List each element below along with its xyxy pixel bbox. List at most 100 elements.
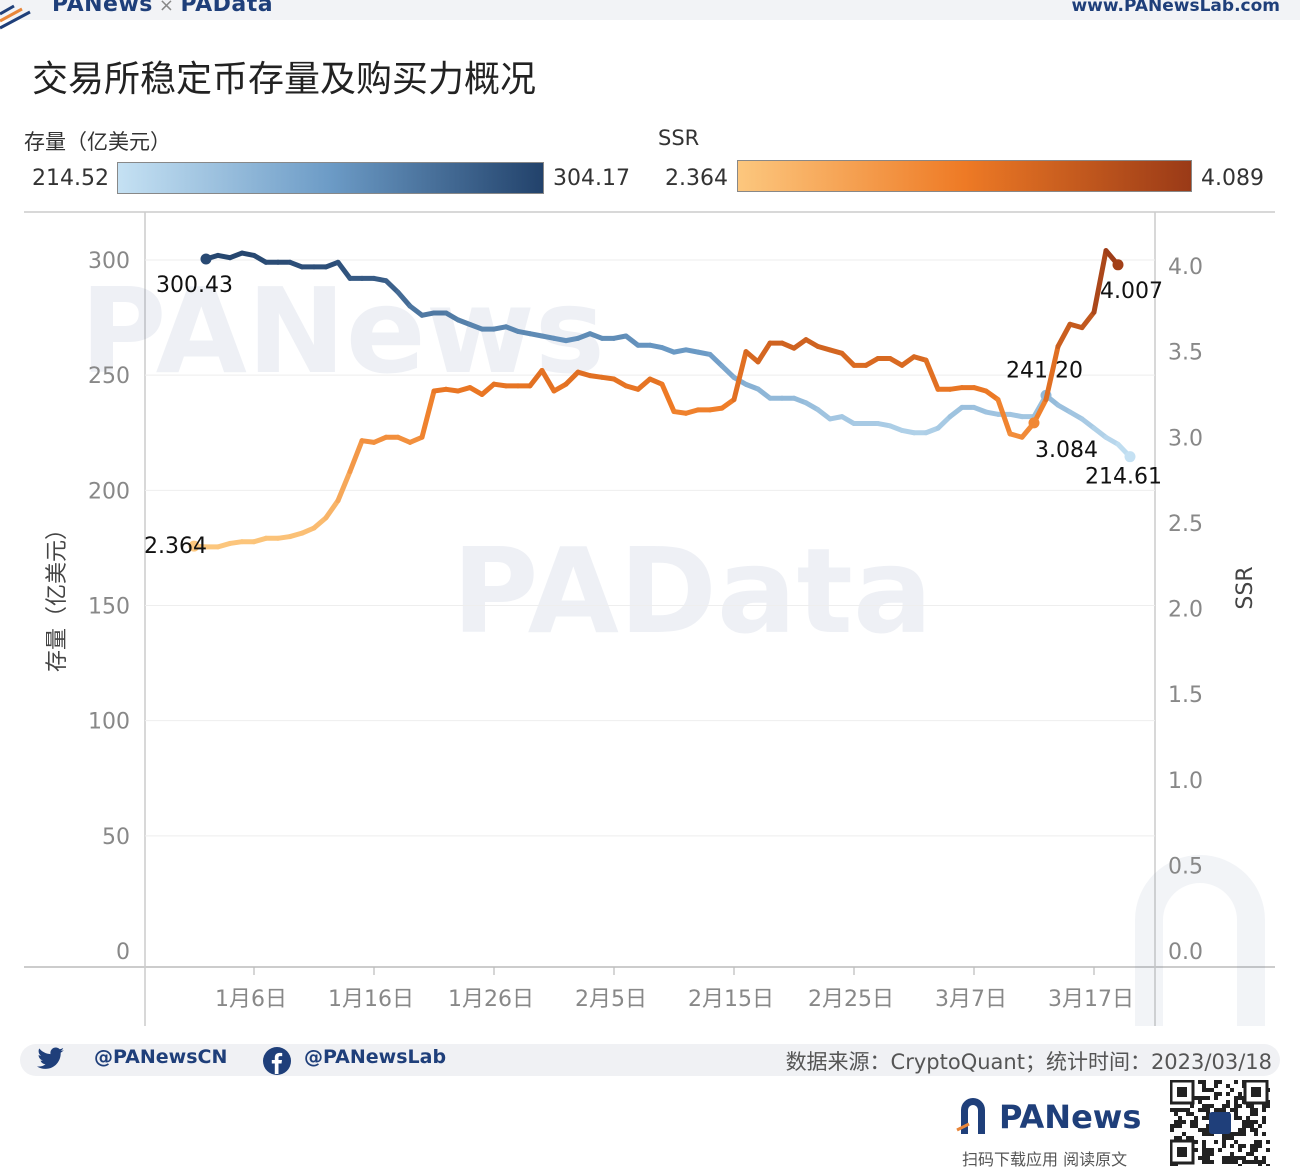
x-tick-label: 1月16日 <box>328 987 414 1012</box>
ssr-line-segment <box>419 388 437 440</box>
legend-ssr-title: SSR <box>658 126 700 150</box>
ssr-line-segment <box>347 438 365 474</box>
stock-line-segment <box>623 333 641 348</box>
x-tick-label: 1月6日 <box>215 987 287 1012</box>
ssr-line-segment <box>923 357 941 392</box>
x-tick-label: 2月5日 <box>575 987 647 1012</box>
ssr-line-segment <box>323 498 341 521</box>
footer-band <box>20 1044 1280 1076</box>
brand-padata: PAData <box>180 0 274 17</box>
ssr-line-segment <box>995 397 1013 437</box>
brand-header: PANews × PAData <box>52 0 273 17</box>
ssr-line-segment <box>839 350 857 368</box>
ssr-line-segment <box>731 349 749 403</box>
ssr-line-segment <box>335 469 353 504</box>
ssr-annotation-dot <box>1112 259 1124 271</box>
twitter-handle[interactable]: @PANewsCN <box>94 1046 228 1068</box>
top-banner <box>0 0 1300 20</box>
y-left-tick-label: 300 <box>88 249 130 274</box>
y-right-tick-label: 1.0 <box>1168 769 1203 794</box>
legend-ssr-max: 4.089 <box>1201 166 1264 191</box>
y-right-tick-label: 1.5 <box>1168 683 1203 708</box>
stock-line-segment <box>335 259 353 281</box>
stock-annotation-label: 300.43 <box>156 273 233 298</box>
ssr-line-segment <box>539 367 557 394</box>
logo-subtitle: 扫码下载应用 阅读原文 <box>962 1150 1128 1169</box>
legend-stock-gradient <box>117 162 544 194</box>
y-right-tick-label: 3.5 <box>1168 341 1203 366</box>
x-tick-label: 3月17日 <box>1048 987 1134 1012</box>
y-left-tick-label: 100 <box>88 710 130 735</box>
stock-line-segment <box>407 303 425 318</box>
ssr-annotation-label: 4.007 <box>1100 279 1163 304</box>
stock-line-segment <box>947 404 965 420</box>
x-tick-label: 2月15日 <box>688 987 774 1012</box>
legend-stock-max: 304.17 <box>553 166 630 191</box>
x-tick-label: 2月25日 <box>808 987 894 1012</box>
facebook-handle[interactable]: @PANewsLab <box>304 1046 447 1068</box>
y-right-tick-label: 0.0 <box>1168 940 1203 965</box>
twitter-icon <box>37 1047 64 1069</box>
stock-line-segment <box>707 351 725 369</box>
y-right-tick-label: 2.0 <box>1168 598 1203 623</box>
ssr-line-segment <box>563 369 581 387</box>
y-left-tick-label: 0 <box>116 940 130 965</box>
ssr-line-segment <box>527 367 545 389</box>
ssr-line-segment <box>1055 321 1073 349</box>
y-left-tick-label: 200 <box>88 479 130 504</box>
ssr-line-segment <box>659 381 677 415</box>
legend-stock-title: 存量（亿美元） <box>24 130 171 154</box>
stock-annotation-dot <box>1124 451 1136 463</box>
stock-line-segment <box>755 386 773 401</box>
facebook-icon <box>263 1047 291 1075</box>
stock-line-segment <box>1079 416 1097 431</box>
stock-annotation-dot <box>200 253 212 265</box>
y-right-tick-label: 4.0 <box>1168 255 1203 280</box>
qr-code[interactable] <box>1170 1080 1270 1166</box>
x-tick-label: 3月7日 <box>935 987 1007 1012</box>
brand-separator: × <box>158 0 175 16</box>
y-left-tick-label: 250 <box>88 364 130 389</box>
chart: PANewsPAData0501001502002503000.00.51.01… <box>24 211 1275 1026</box>
ssr-line-segment <box>1079 309 1097 331</box>
ssr-annotation-dot <box>188 540 200 552</box>
brand-panews: PANews <box>52 0 153 17</box>
stock-line-segment <box>1091 425 1109 440</box>
stock-line-segment <box>815 407 833 422</box>
panews-logo-text: PANews <box>999 1098 1141 1136</box>
ssr-annotation-label: 2.364 <box>144 534 207 559</box>
y-right-tick-label: 2.5 <box>1168 512 1203 537</box>
stock-line-segment <box>935 414 953 431</box>
legend-ssr-gradient <box>737 160 1192 192</box>
ssr-annotation-dot <box>1028 417 1040 429</box>
page-title: 交易所稳定币存量及购买力概况 <box>32 59 537 100</box>
ssr-line-segment <box>311 515 329 531</box>
stock-line-segment <box>395 289 413 309</box>
stock-line-segment <box>719 363 737 380</box>
y-right-axis-title: SSR <box>1233 566 1258 609</box>
ssr-annotation-label: 3.084 <box>1035 438 1098 463</box>
legend-ssr-min: 2.364 <box>665 166 728 191</box>
watermark-padata: PAData <box>452 522 933 660</box>
ssr-line-segment <box>1091 248 1109 315</box>
site-url[interactable]: www.PANewsLab.com <box>1071 0 1280 16</box>
ssr-line-segment <box>743 349 761 365</box>
stock-line-segment <box>383 278 401 295</box>
y-left-tick-label: 150 <box>88 595 130 620</box>
ssr-line-segment <box>1043 343 1061 403</box>
y-right-tick-label: 3.0 <box>1168 426 1203 451</box>
ssr-line-segment <box>755 340 773 365</box>
panews-logo: PANews <box>956 1098 1141 1136</box>
data-source: 数据来源：CryptoQuant；统计时间：2023/03/18 <box>785 1050 1272 1074</box>
ssr-line-segment <box>479 381 497 397</box>
legend-stock-min: 214.52 <box>32 166 109 191</box>
brand-stripes-icon <box>0 4 31 30</box>
ssr-line-segment <box>635 376 653 392</box>
x-tick-label: 1月26日 <box>448 987 534 1012</box>
y-left-axis-title: 存量（亿美元） <box>45 518 70 672</box>
stock-annotation-label: 241.20 <box>1006 358 1083 383</box>
y-right-tick-label: 0.5 <box>1168 854 1203 879</box>
watermark-logo-icon <box>1135 855 1265 1026</box>
y-left-tick-label: 50 <box>102 825 130 850</box>
stock-annotation-label: 214.61 <box>1085 465 1162 490</box>
